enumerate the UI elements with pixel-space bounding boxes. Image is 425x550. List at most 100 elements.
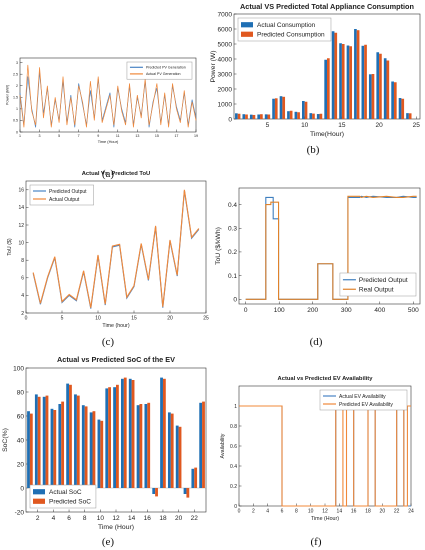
chart-c-ytick-label: 8 [21, 258, 24, 264]
chart-e-bar-1 [58, 404, 62, 488]
chart-b-xtick-label: 5 [266, 122, 270, 129]
caption-c: (c) [101, 336, 115, 348]
chart-b-bar-1 [242, 114, 246, 119]
chart-e-ytick-label: 20 [17, 461, 25, 468]
chart-b-bar-2 [401, 98, 405, 119]
chart-b-bar-2 [282, 96, 286, 119]
chart-b-bar-2 [237, 113, 241, 119]
chart-b-bar-2 [289, 110, 293, 119]
chart-d-xtick-label: 200 [307, 307, 318, 314]
chart-c-svg: 2 4 6 8 10 12 14 16 0 5 10 15 20 25 Actual Vs. Predict… [7, 171, 209, 329]
chart-e-xtick-label: 8 [83, 515, 87, 522]
chart-b-legend-box [237, 17, 332, 42]
chart-e-xlabel: Time (Hour) [98, 524, 134, 531]
chart-e-bar-2 [186, 488, 190, 498]
chart-f-series-line-2 [239, 405, 411, 507]
chart-f-xtick-label: 10 [308, 509, 314, 515]
chart-c-ytick-label: 4 [21, 293, 24, 299]
chart-b-bar-1 [383, 58, 387, 119]
chart-e-bar-1 [113, 387, 116, 488]
chart-b-bar-1 [391, 81, 394, 119]
chart-e-bar-1 [128, 378, 132, 488]
chart-e-bar-2 [45, 395, 49, 488]
chart-a-ytick-label: 1.5 [13, 96, 18, 100]
chart-d-xtick-label: 500 [408, 307, 419, 314]
chart-c-xtick-label: 5 [61, 316, 64, 322]
chart-b-bar-1 [354, 29, 357, 119]
chart-b-bar-2 [304, 101, 308, 119]
chart-e-legend-label: Actual SoC [49, 489, 82, 496]
chart-e-bar-2 [139, 404, 143, 488]
chart-e-bar-1 [183, 488, 187, 494]
chart-e-xtick-label: 22 [191, 515, 199, 522]
chart-b-bar-1 [287, 111, 290, 119]
chart-e: -20 0 20 40 60 80 100 2 4 6 8 10 12 14 16 18 20 22 Actual … [0, 352, 212, 531]
chart-b-bar-2 [260, 114, 263, 119]
chart-f-xtick-label: 24 [408, 509, 414, 515]
chart-d-xtick-label: 0 [244, 307, 248, 314]
chart-c-series-line-1 [32, 190, 200, 309]
chart-e-bar-1 [167, 412, 171, 488]
chart-a-xtick-label: 15 [155, 134, 159, 138]
chart-c-title: Actual Vs. Predicted ToU [82, 171, 151, 177]
chart-d-legend-label: Real Output [359, 287, 394, 294]
chart-f-title: Actual vs Predicted EV Availability [278, 376, 374, 382]
chart-a-ytick-label: 0.5 [13, 119, 18, 123]
chart-e-bar-2 [194, 467, 198, 488]
chart-c-series-line-2 [32, 189, 200, 308]
chart-c-xtick-label: 25 [203, 316, 209, 322]
chart-c-plot-frame [25, 180, 207, 314]
chart-d-ytick-label: 0 [233, 297, 237, 304]
chart-e-bar-2 [131, 380, 135, 488]
chart-a-xtick-label: 3 [39, 134, 41, 138]
chart-a-xlabel: Time (Hour) [98, 139, 119, 144]
chart-e-bar-1 [199, 402, 203, 488]
chart-e-bar-1 [97, 419, 101, 488]
chart-b-bar-2 [312, 113, 315, 119]
chart-b-legend-label: Actual Consumption [257, 22, 316, 29]
chart-b-bar-1 [249, 114, 253, 119]
chart-e-bar-2 [76, 395, 80, 488]
chart-b-bar-1 [279, 96, 283, 119]
chart-c-ytick-label: 10 [18, 240, 24, 246]
chart-e-bar-2 [170, 413, 174, 488]
chart-b-bar-1 [257, 114, 261, 119]
chart-a-xtick-label: 17 [174, 134, 178, 138]
chart-e-bar-1 [50, 408, 54, 488]
chart-b-bar-2 [349, 46, 352, 119]
chart-a-ytick-label: 0 [16, 130, 18, 134]
chart-b-bar-1 [294, 111, 298, 119]
chart-e-title: Actual vs Predicted SoC of the EV [57, 355, 175, 364]
chart-b-ylabel: Power (W) [210, 50, 217, 82]
chart-e-bar-2 [37, 396, 41, 488]
chart-e-bar-2 [155, 488, 158, 497]
chart-f-svg: 00.20.40.60.810 2 4 6 8 10 12 14 16 18 20 22 24Actua… [220, 376, 414, 522]
chart-f-xtick-label: 2 [252, 509, 255, 515]
chart-b-xtick-label: 25 [413, 122, 421, 129]
chart-b-legend-swatch [241, 22, 253, 28]
chart-e-bar-2 [147, 402, 151, 488]
chart-d-ytick-label: 0.2 [228, 249, 237, 256]
chart-a-xtick-label: 19 [194, 134, 198, 138]
chart-e-ytick-label: 0 [20, 485, 24, 492]
chart-b-bar-1 [398, 98, 402, 119]
chart-e-legend-swatch [33, 498, 45, 504]
chart-e-xtick-label: 18 [159, 515, 167, 522]
chart-b-bar-1 [302, 101, 305, 119]
chart-b-bar-2 [274, 98, 278, 119]
chart-c-legend-box [29, 184, 94, 206]
chart-a-xtick-label: 5 [58, 134, 60, 138]
chart-e-bar-1 [89, 412, 93, 488]
chart-b-bar-1 [361, 45, 365, 119]
chart-e-bar-2 [202, 401, 205, 488]
caption-a: (a) [101, 168, 115, 180]
chart-b-title: Actual VS Predicted Total Appliance Cons… [240, 2, 414, 11]
chart-a-xtick-label: 7 [78, 134, 80, 138]
chart-e-bar-2 [116, 384, 119, 488]
chart-e-ytick-label: 60 [17, 413, 25, 420]
chart-f-xtick-label: 20 [380, 509, 386, 515]
chart-f-ytick-label: 0.2 [230, 484, 237, 490]
chart-f: 0 0.2 0.4 0.6 0.8 1 0 2 4 6 8 10 12 14 16 18 20 22 24 Actua… [215, 368, 425, 532]
chart-e-bar-1 [191, 468, 195, 488]
caption-b: (b) [306, 144, 320, 156]
